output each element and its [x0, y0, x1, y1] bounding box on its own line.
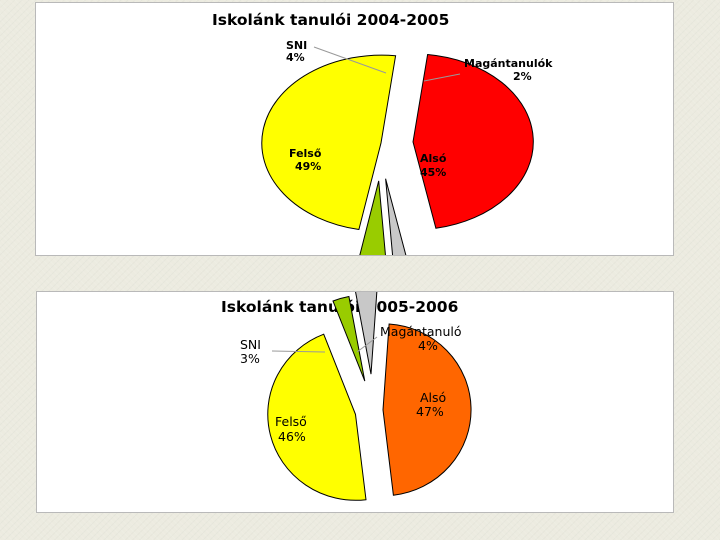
label-magantanulok-name: Magántanulók: [464, 57, 553, 70]
label-also-pct: 45%: [420, 166, 446, 179]
pie-chart-2005-2006: Iskolánk tanulói 2005-2006 SNI 3% Magánt…: [221, 292, 472, 501]
label-felso-name: Felső: [289, 147, 322, 160]
label-magantanulo-pct: 4%: [418, 338, 438, 353]
label-also-name: Alsó: [420, 390, 446, 405]
leader-line-magantanulok: [423, 73, 461, 82]
label-sni-pct: 3%: [240, 351, 260, 366]
label-sni-name: SNI: [240, 337, 261, 352]
label-magantanulo-name: Magántanuló: [380, 324, 462, 339]
label-magantanulok-pct: 2%: [513, 70, 532, 83]
pie-slice-also: [412, 53, 534, 229]
pie-slice-sni: [332, 295, 366, 382]
chart-panel-2005-2006: Iskolánk tanulói 2005-2006 SNI 3% Magánt…: [36, 291, 674, 513]
leader-line-magantanulo: [356, 336, 378, 353]
label-also-pct: 47%: [416, 404, 444, 419]
label-felso-name: Felső: [275, 414, 307, 429]
chart-title: Iskolánk tanulói 2004-2005: [212, 11, 449, 29]
chart-panel-2004-2005: Iskolánk tanulói 2004-2005 SNI 4% Magánt…: [35, 2, 674, 256]
pie-slice-sni: [359, 180, 386, 255]
label-felso-pct: 49%: [295, 160, 321, 173]
pie-slice-felso: [267, 333, 367, 501]
leader-line-sni: [313, 46, 387, 74]
pie-slice-magantanulok: [385, 178, 407, 255]
label-sni-pct: 4%: [286, 51, 305, 64]
label-sni-name: SNI: [286, 39, 307, 52]
label-also-name: Alsó: [420, 152, 447, 165]
pie-slice-magantanulo: [355, 292, 378, 375]
label-felso-pct: 46%: [278, 429, 306, 444]
pie-slice-also: [382, 323, 472, 496]
pie-chart-2004-2005: Iskolánk tanulói 2004-2005 SNI 4% Magánt…: [212, 11, 553, 255]
leader-line-sni: [271, 350, 326, 353]
